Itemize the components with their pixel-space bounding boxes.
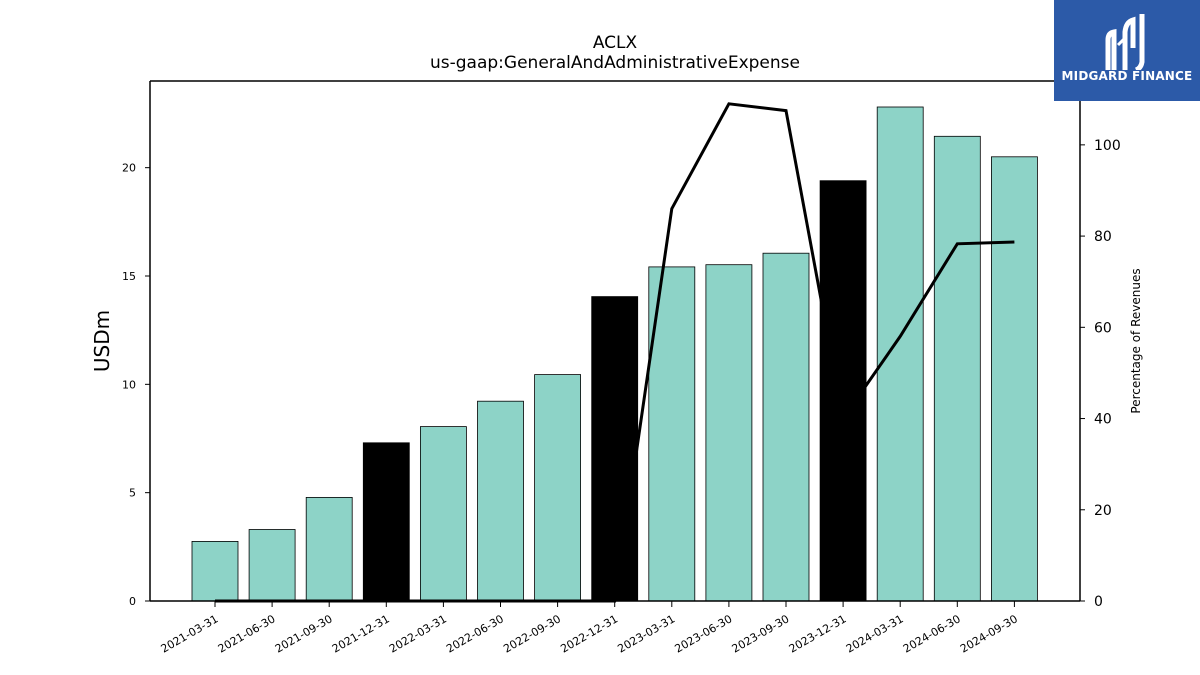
x-tick-label: 2023-03-31 <box>615 612 677 655</box>
bar <box>419 426 467 602</box>
x-tick-label: 2024-06-30 <box>901 612 963 655</box>
y-tick-label: 0 <box>129 595 136 608</box>
x-tick-label: 2023-09-30 <box>730 612 792 655</box>
x-tick-label: 2021-03-31 <box>159 612 221 655</box>
y-axis-label: USDm <box>90 310 114 372</box>
bar <box>305 496 353 602</box>
x-tick-label: 2022-06-30 <box>444 612 506 655</box>
bar <box>191 541 239 602</box>
y2-tick-label: 0 <box>1094 594 1103 610</box>
y2-tick-label: 100 <box>1094 138 1121 154</box>
bar <box>534 374 581 602</box>
y2-tick-label: 80 <box>1094 229 1112 245</box>
x-tick-label: 2024-09-30 <box>958 612 1020 655</box>
x-tick-label: 2021-06-30 <box>216 612 278 655</box>
x-tick-label: 2022-09-30 <box>501 612 563 655</box>
x-tick-label: 2023-06-30 <box>673 612 735 655</box>
bar <box>705 264 753 602</box>
bar <box>762 252 810 602</box>
chart-title: ACLX <box>593 33 638 53</box>
bars-group <box>191 106 1038 602</box>
bar <box>876 106 924 602</box>
logo-mark-icon <box>1105 14 1145 70</box>
bar <box>819 180 867 602</box>
y-tick-label: 10 <box>122 378 136 391</box>
brand-logo: MIDGARD FINANCE <box>1054 0 1200 101</box>
bar <box>477 400 524 602</box>
x-tick-label: 2023-12-31 <box>787 612 849 655</box>
y2-tick-label: 40 <box>1094 412 1112 428</box>
x-tick-label: 2024-03-31 <box>844 612 906 655</box>
y-tick-label: 20 <box>122 162 136 175</box>
x-tick-label: 2022-03-31 <box>387 612 449 655</box>
x-tick-label: 2021-09-30 <box>273 612 335 655</box>
y-tick-label: 15 <box>122 270 136 283</box>
chart-subtitle: us-gaap:GeneralAndAdministrativeExpense <box>430 53 800 73</box>
bar <box>362 442 410 602</box>
bar <box>933 135 981 602</box>
y2-tick-label: 20 <box>1094 503 1112 519</box>
y-tick-label: 5 <box>129 487 136 500</box>
bar <box>591 296 639 602</box>
x-tick-label: 2021-12-31 <box>330 612 392 655</box>
x-tick-label: 2022-12-31 <box>558 612 620 655</box>
logo-text: MIDGARD FINANCE <box>1061 69 1193 83</box>
bar <box>248 529 296 602</box>
y2-axis-label: Percentage of Revenues <box>1129 268 1143 413</box>
bar <box>991 156 1038 602</box>
y2-tick-label: 60 <box>1094 320 1112 336</box>
